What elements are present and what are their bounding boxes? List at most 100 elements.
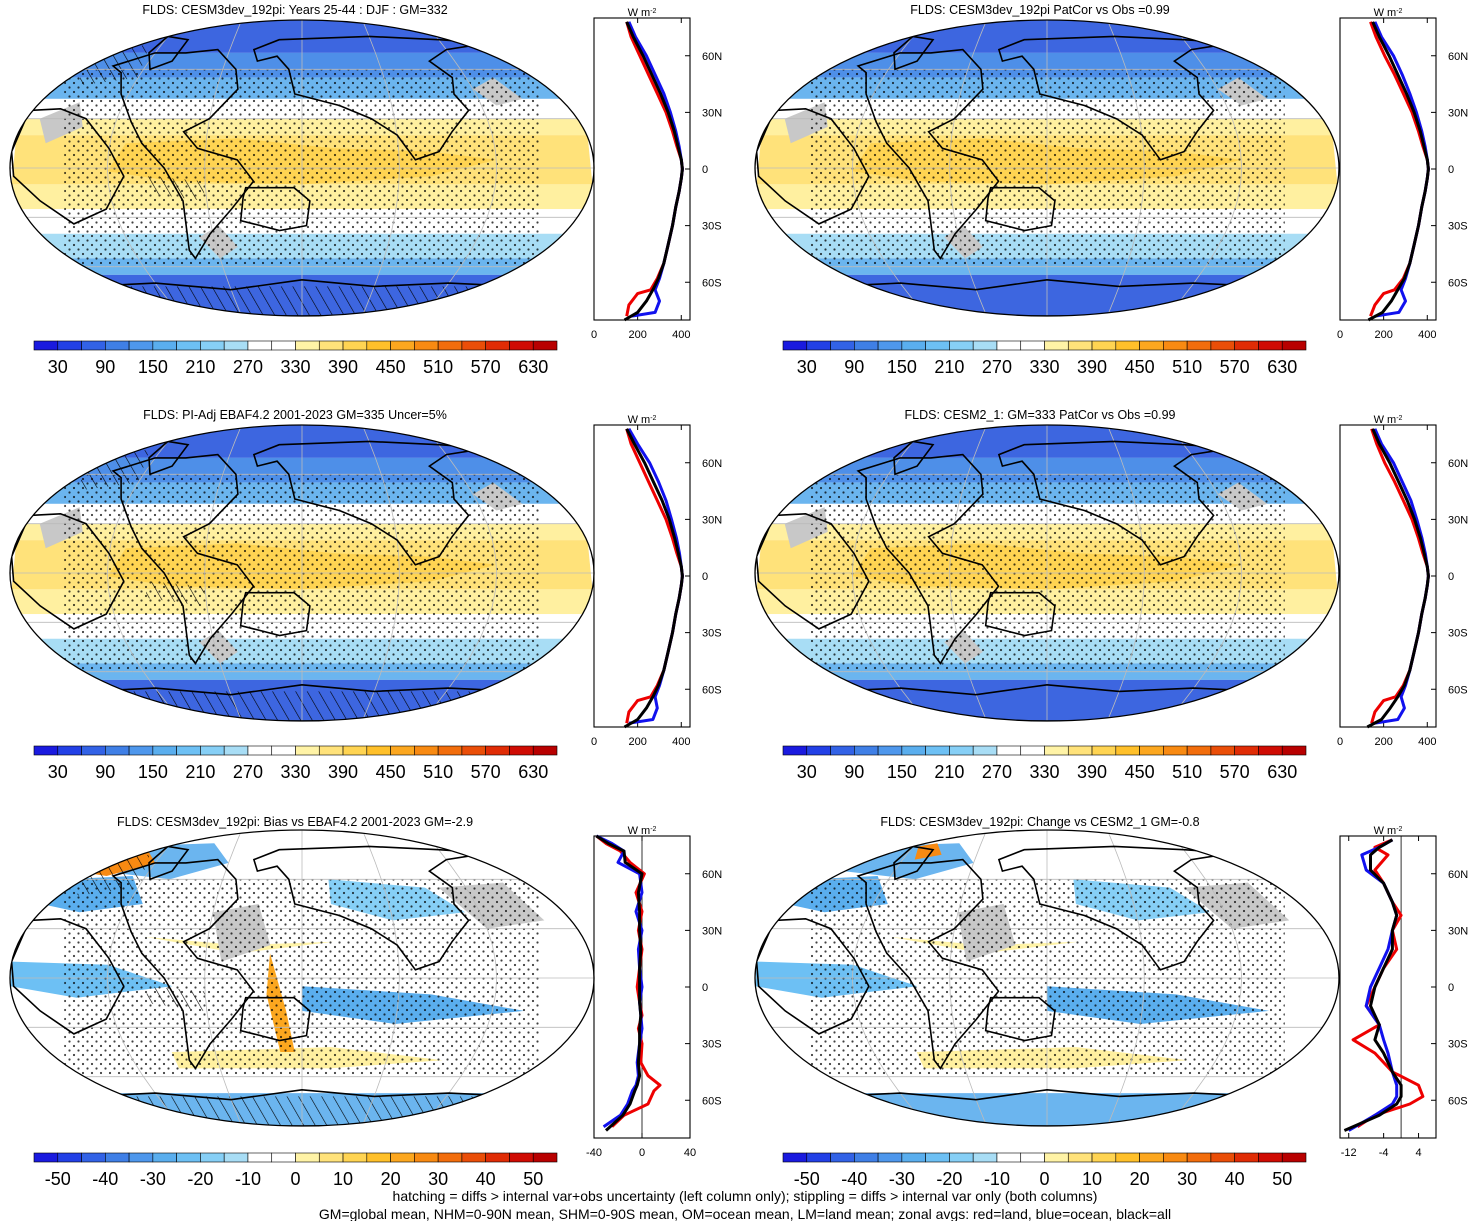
- map-field: [10, 830, 594, 1126]
- coastline-eurasia: [252, 440, 526, 566]
- zonal-ytick-label: 60S: [1448, 684, 1468, 696]
- zonal-mean-plot: W m-2 0 200 400 60N 30N 0 30S 60S: [1337, 7, 1468, 341]
- zonal-mean-plot: W m-2 0 200 400 60N 30N 0 30S 60S: [591, 414, 722, 748]
- colorbar-swatch: [414, 1152, 439, 1163]
- colorbar-label: 570: [471, 357, 501, 377]
- zonal-ytick-label: 30N: [1448, 107, 1468, 119]
- colorbar-label: 210: [934, 357, 964, 377]
- map-field: [755, 830, 1339, 1126]
- colorbar-swatch: [1234, 745, 1259, 756]
- colorbar-swatch: [128, 745, 154, 756]
- colorbar-swatch: [128, 1152, 154, 1163]
- zonal-mean-plot: W m-2 0 200 400 60N 30N 0 30S 60S: [1337, 414, 1468, 748]
- colorbar-swatch: [437, 745, 463, 756]
- zonal-unit: W m-2: [1374, 414, 1403, 426]
- zonal-xtick-label: 0: [591, 329, 597, 341]
- colorbar-swatch: [461, 1152, 486, 1163]
- zonal-ytick-label: 60N: [702, 869, 722, 881]
- map-title: FLDS: CESM2_1: GM=333 PatCor vs Obs =0.9…: [905, 408, 1176, 422]
- zonal-unit-exponent: -2: [1396, 415, 1402, 422]
- footer-line-1: hatching = diffs > internal var+obs unce…: [393, 1188, 1098, 1204]
- coastline-greenland: [893, 35, 935, 71]
- meridian: [106, 425, 182, 721]
- colorbar-label: 210: [185, 357, 215, 377]
- colorbar: 30 90 150 210 270 330 390 450 510 570 630: [33, 745, 558, 782]
- zonal-xtick-label: -40: [586, 1147, 602, 1159]
- colorbar-swatch: [1067, 1152, 1093, 1163]
- meridian: [106, 20, 182, 316]
- coastline-africa: [755, 512, 870, 630]
- colorbar-swatch: [33, 1152, 59, 1163]
- coastline-eurasia: [252, 845, 526, 971]
- colorbar-swatch: [390, 745, 415, 756]
- coastline-africa: [10, 917, 125, 1035]
- coastline-africa: [10, 107, 125, 225]
- colorbar-swatch: [877, 340, 903, 351]
- colorbar-swatch: [152, 745, 177, 756]
- coastline-americas: [111, 48, 255, 260]
- colorbar-label: 570: [471, 762, 501, 782]
- colorbar-swatch: [271, 340, 296, 351]
- colorbar-label: 0: [1039, 1169, 1049, 1189]
- colorbar-swatch: [1091, 745, 1117, 756]
- colorbar-swatch: [295, 340, 320, 351]
- zonal-unit: W m-2: [1374, 7, 1403, 19]
- zonal-mean-plot: W m-2 -40 0 40 60N 30N 0 30S 60S: [586, 825, 722, 1159]
- colorbar: -50 -40 -30 -20 -10 0 10 20 30 40 50: [33, 1152, 558, 1189]
- coastline-greenland: [893, 440, 935, 476]
- colorbar-label: 20: [1130, 1169, 1150, 1189]
- colorbar-label: -10: [235, 1169, 261, 1189]
- colorbar-swatch: [509, 1152, 534, 1163]
- panel-2: FLDS: CESM3dev_192pi PatCor vs Obs =0.99…: [754, 3, 1468, 377]
- colorbar-label: 90: [844, 762, 864, 782]
- coastline-greenland: [148, 35, 190, 71]
- panel-4: FLDS: CESM2_1: GM=333 PatCor vs Obs =0.9…: [754, 408, 1468, 782]
- zonal-series-line: [1366, 428, 1430, 729]
- coastline-africa: [755, 107, 870, 225]
- colorbar-label: 20: [381, 1169, 401, 1189]
- colorbar-swatch: [152, 1152, 177, 1163]
- colorbar-swatch: [461, 340, 486, 351]
- colorbar-swatch: [200, 1152, 225, 1163]
- colorbar-swatch: [806, 745, 831, 756]
- colorbar-swatch: [390, 1152, 415, 1163]
- colorbar-swatch: [1067, 745, 1093, 756]
- colorbar-swatch: [223, 340, 249, 351]
- coastline-antarctic: [828, 683, 1266, 721]
- colorbar-label: 330: [1029, 357, 1059, 377]
- colorbar-label: 50: [523, 1169, 543, 1189]
- coastline-australia: [239, 996, 311, 1042]
- zonal-series-line: [1373, 428, 1430, 725]
- colorbar-swatch: [1163, 340, 1188, 351]
- colorbar-swatch: [1163, 745, 1188, 756]
- coastline-antarctic: [828, 278, 1266, 316]
- meridian: [851, 425, 927, 721]
- meridian: [949, 20, 987, 316]
- colorbar-label: 150: [887, 762, 917, 782]
- colorbar-swatch: [782, 340, 808, 351]
- colorbar-swatch: [318, 745, 344, 756]
- colorbar-swatch: [532, 745, 558, 756]
- panel-3: FLDS: PI-Adj EBAF4.2 2001-2023 GM=335 Un…: [9, 408, 722, 782]
- colorbar-swatch: [1186, 340, 1212, 351]
- zonal-ytick-label: 0: [702, 571, 708, 583]
- map-title: FLDS: CESM3dev_192pi: Change vs CESM2_1 …: [880, 815, 1199, 829]
- colorbar-swatch: [437, 340, 463, 351]
- colorbar-label: 90: [95, 762, 115, 782]
- meridian: [851, 20, 927, 316]
- colorbar-label: 210: [934, 762, 964, 782]
- colorbar-label: 450: [1125, 357, 1155, 377]
- colorbar-swatch: [509, 745, 534, 756]
- map-field: [10, 20, 594, 316]
- colorbar-label: 30: [797, 357, 817, 377]
- colorbar-swatch: [128, 340, 154, 351]
- zonal-xtick-label: 400: [672, 736, 690, 748]
- zonal-unit-exponent: -2: [1396, 826, 1402, 833]
- coastline-africa: [755, 917, 870, 1035]
- colorbar-label: 30: [48, 762, 68, 782]
- colorbar-label: 510: [423, 357, 453, 377]
- zonal-xtick-label: 200: [1374, 736, 1392, 748]
- colorbar-label: -30: [889, 1169, 915, 1189]
- colorbar-label: 630: [518, 357, 548, 377]
- colorbar-swatch: [271, 745, 296, 756]
